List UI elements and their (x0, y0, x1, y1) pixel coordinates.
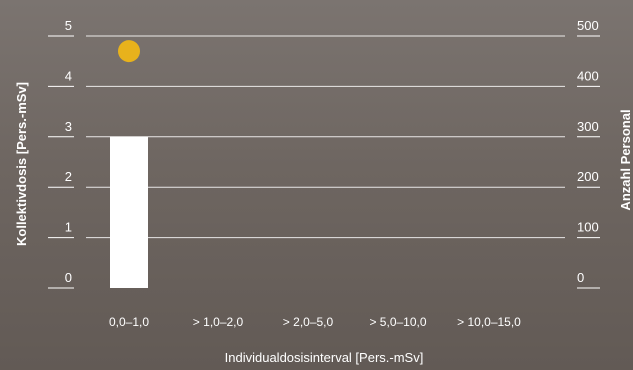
left-tick-label: 1 (65, 220, 72, 235)
left-tick-label: 2 (65, 169, 72, 184)
right-tick-label: 0 (577, 270, 584, 285)
bar (110, 136, 148, 288)
left-tick-label: 4 (65, 68, 72, 83)
x-tick-label: 0,0–1,0 (109, 315, 149, 329)
right-tick-label: 100 (577, 220, 599, 235)
right-tick-label: 200 (577, 169, 599, 184)
x-tick-label: > 5,0–10,0 (369, 315, 426, 329)
left-tick-label: 0 (65, 270, 72, 285)
x-tick-label: > 10,0–15,0 (457, 315, 521, 329)
right-axis-ticks: 0 100 200 300 400 500 (577, 18, 600, 289)
left-tick-label: 3 (65, 119, 72, 134)
left-axis-ticks: 0 1 2 3 4 5 (48, 18, 74, 289)
x-tick-label: > 2,0–5,0 (283, 315, 334, 329)
gridlines (86, 35, 565, 239)
data-point (118, 40, 140, 63)
x-axis-label: Individualdosisinterval [Pers.-mSv] (225, 350, 424, 365)
left-axis-label: Kollektivdosis [Pers.-mSv] (14, 82, 29, 246)
right-axis-label: Anzahl Personal (618, 109, 633, 210)
x-tick-label: > 1,0–2,0 (193, 315, 244, 329)
right-tick-label: 400 (577, 68, 599, 83)
right-tick-label: 300 (577, 119, 599, 134)
x-axis-ticks: 0,0–1,0 > 1,0–2,0 > 2,0–5,0 > 5,0–10,0 > 10,… (109, 315, 521, 329)
right-tick-label: 500 (577, 18, 599, 33)
data-marks (110, 40, 148, 288)
left-tick-label: 5 (65, 18, 72, 33)
